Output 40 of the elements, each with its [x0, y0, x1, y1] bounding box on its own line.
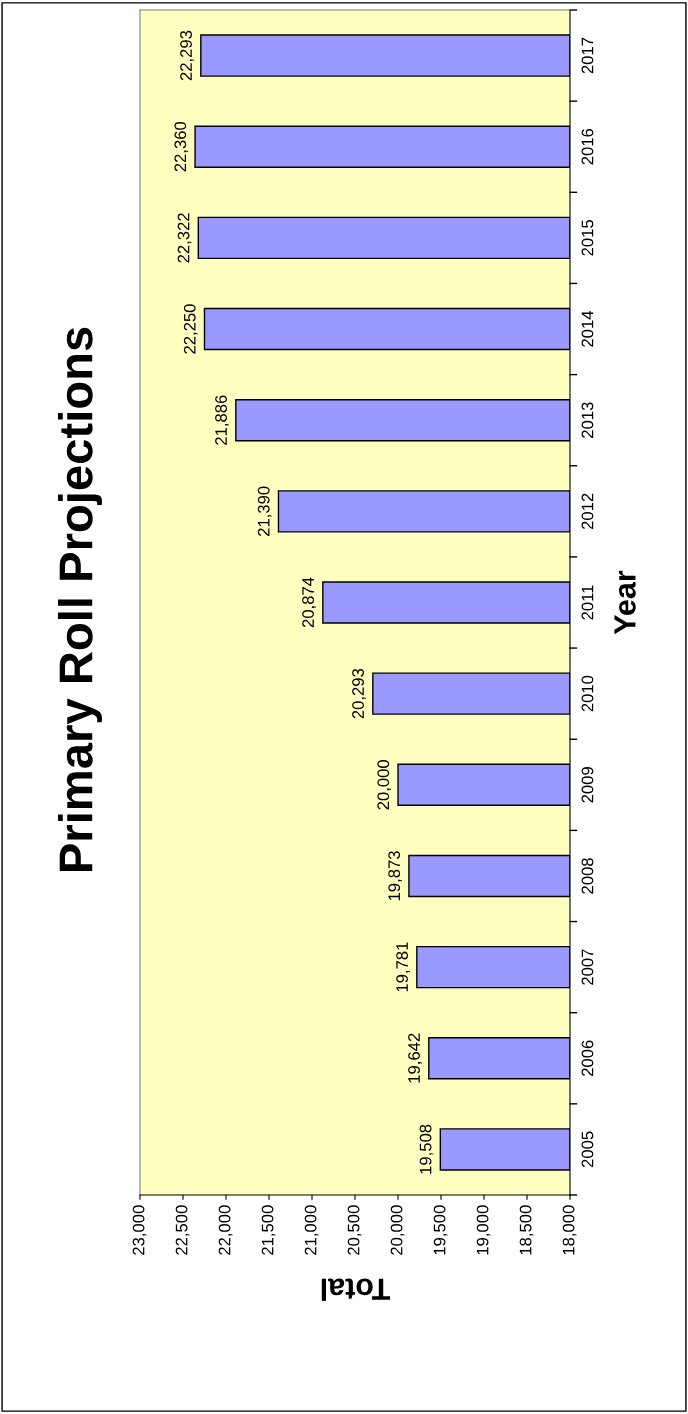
x-tick-label: 22,000: [218, 1205, 233, 1255]
x-tick-label: 21,500: [261, 1205, 276, 1255]
x-tick-label: 19,000: [476, 1205, 491, 1255]
x-tick-label: 21,000: [304, 1205, 319, 1255]
y-tick-label: 2010: [581, 675, 594, 712]
y-tick-label: 2016: [581, 128, 594, 165]
data-label: 22,293: [180, 30, 194, 81]
x-tick-label: 20,500: [347, 1205, 362, 1255]
x-tick-label: 20,000: [390, 1205, 405, 1255]
data-label: 19,642: [408, 1033, 422, 1083]
y-tick-label: 2007: [581, 949, 594, 985]
x-tick-label: 23,000: [132, 1205, 147, 1255]
y-axis-title: Year: [614, 570, 636, 635]
data-label: 19,781: [396, 942, 410, 992]
x-tick-label: 18,500: [519, 1205, 534, 1255]
x-tick-label: 22,500: [175, 1205, 190, 1255]
data-label: 19,508: [419, 1124, 434, 1174]
data-label: 20,293: [352, 668, 366, 719]
y-tick-label: 2009: [581, 767, 594, 803]
y-tick-label: 2005: [581, 1131, 594, 1168]
data-label: 21,886: [215, 395, 229, 445]
data-label: 22,250: [183, 304, 198, 354]
y-tick-label: 2017: [581, 37, 594, 74]
data-label: 22,360: [174, 121, 189, 172]
x-axis-title: Total: [321, 1278, 391, 1301]
y-tick-label: 2013: [581, 402, 594, 438]
data-label: 22,322: [177, 213, 192, 263]
x-tick-label: 18,000: [562, 1205, 577, 1255]
text: Primary Roll Projections: [57, 327, 103, 872]
y-tick-label: 2008: [581, 858, 594, 894]
data-label: 20,000: [377, 759, 392, 810]
y-tick-label: 2012: [581, 493, 594, 530]
y-tick-label: 2014: [581, 310, 594, 347]
x-tick-label: 19,500: [433, 1205, 448, 1255]
y-tick-label: 2015: [581, 220, 594, 256]
data-label: 21,390: [257, 486, 272, 536]
y-tick-label: 2011: [581, 585, 594, 620]
data-label: 20,874: [302, 577, 316, 628]
y-tick-label: 2006: [581, 1040, 594, 1076]
data-label: 19,873: [388, 851, 403, 901]
